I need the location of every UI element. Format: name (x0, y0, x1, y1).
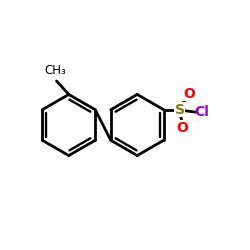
Text: S: S (174, 103, 184, 117)
Text: O: O (183, 86, 195, 101)
Text: CH₃: CH₃ (44, 64, 66, 76)
Text: Cl: Cl (194, 105, 209, 119)
Text: O: O (176, 120, 188, 134)
